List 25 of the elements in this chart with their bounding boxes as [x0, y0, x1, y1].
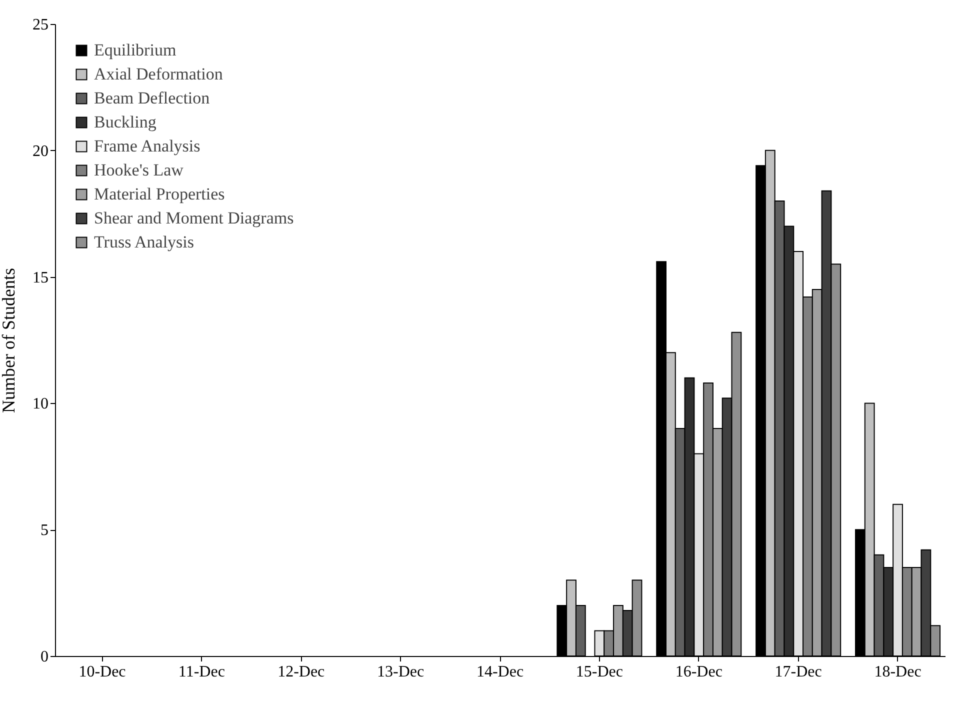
legend-label: Axial Deformation: [94, 64, 224, 84]
legend-label: Equilibrium: [94, 40, 176, 60]
y-tick-label: 10: [32, 396, 48, 413]
legend-label: Beam Deflection: [94, 88, 210, 108]
x-tick-label: 17-Dec: [774, 664, 822, 680]
y-tick-label: 5: [40, 522, 48, 540]
legend-label: Buckling: [94, 112, 157, 132]
x-tick-label: 11-Dec: [178, 664, 225, 680]
x-tick-label: 15-Dec: [576, 664, 623, 680]
x-tick-label: 14-Dec: [476, 664, 524, 680]
legend-label: Frame Analysis: [94, 136, 200, 156]
y-axis-title: Number of Students: [0, 268, 18, 413]
legend-label: Shear and Moment Diagrams: [94, 208, 294, 228]
y-tick-label: 20: [32, 142, 48, 160]
legend-label: Truss Analysis: [94, 232, 194, 252]
x-tick-label: 18-Dec: [874, 664, 922, 680]
y-tick-label: 25: [32, 16, 48, 34]
x-tick-label: 10-Dec: [78, 664, 126, 680]
x-tick-label: 16-Dec: [675, 664, 722, 680]
x-tick-label: 12-Dec: [278, 664, 325, 680]
x-tick-label: 13-Dec: [377, 664, 424, 680]
legend-label: Material Properties: [94, 184, 225, 204]
y-tick-label: 0: [40, 648, 48, 666]
legend-label: Hooke's Law: [94, 160, 184, 180]
y-tick-label: 15: [32, 269, 48, 286]
